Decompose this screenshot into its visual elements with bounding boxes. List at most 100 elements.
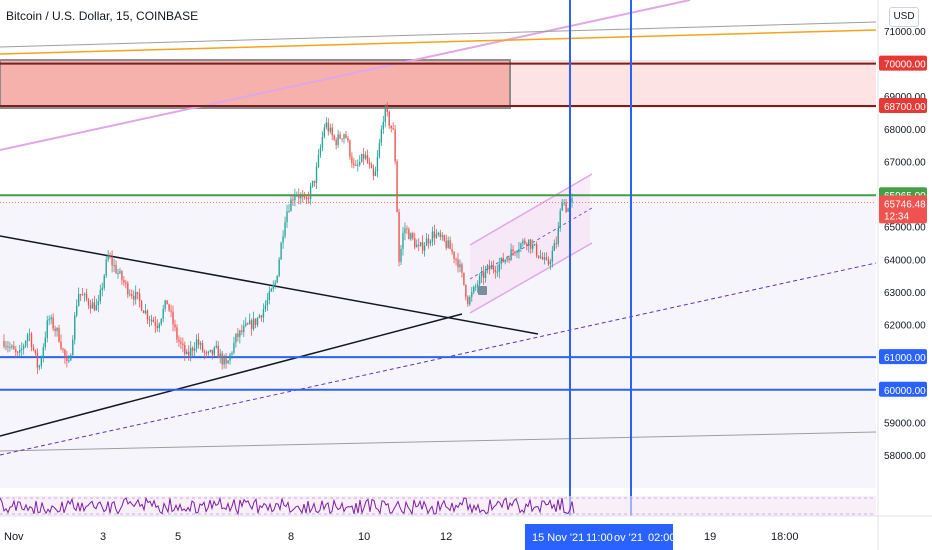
candle-body: [32, 347, 35, 350]
grey-trendline-top: [0, 21, 877, 48]
candle-body: [221, 353, 223, 365]
candle-body: [482, 272, 485, 278]
candle-body: [103, 275, 105, 288]
candle-body: [463, 272, 465, 285]
candle-body: [292, 199, 294, 201]
candle-body: [514, 251, 516, 254]
candle-body: [197, 339, 200, 345]
candle-body: [333, 135, 335, 140]
symbol-title[interactable]: Bitcoin / U.S. Dollar, 15, COINBASE: [6, 9, 199, 23]
candle-body: [195, 339, 198, 349]
candle-body: [213, 347, 215, 355]
candle-body: [191, 347, 194, 351]
candle-body: [66, 357, 68, 362]
candle-body: [95, 305, 98, 311]
candle-body: [510, 249, 512, 261]
candle-body: [77, 293, 80, 306]
candle-body: [537, 255, 540, 258]
candle-body: [152, 319, 155, 323]
candle-body: [394, 129, 396, 162]
candle-body: [233, 342, 235, 353]
candle-body: [22, 345, 25, 349]
last-price-label-bg: [879, 195, 927, 224]
channel-handle: [478, 286, 487, 295]
candle-body: [453, 251, 455, 259]
candle-body: [91, 302, 94, 309]
price-tick-label: 69000.00: [884, 92, 926, 103]
candle-body: [11, 345, 13, 347]
candle-body: [28, 333, 31, 335]
candle-body: [264, 305, 267, 310]
channel-upper: [469, 173, 593, 246]
candle-body: [182, 343, 184, 346]
last-price-value: 65746.48: [884, 199, 926, 210]
candle-body: [121, 271, 123, 281]
candle-body: [343, 134, 345, 139]
candle-body: [123, 280, 125, 283]
candle-body: [335, 139, 337, 146]
candle-body: [417, 244, 420, 246]
candle-body: [93, 302, 96, 311]
candle-body: [492, 265, 495, 270]
currency-button[interactable]: USD: [889, 7, 919, 27]
candle-body: [129, 294, 131, 296]
candle-body: [565, 202, 567, 212]
candle-body: [392, 128, 394, 130]
candle-body: [313, 180, 316, 183]
candle-body: [459, 264, 461, 268]
candle-body: [488, 265, 491, 270]
candle-body: [323, 127, 326, 137]
rsi-line: [0, 496, 575, 516]
candle-body: [282, 236, 284, 243]
candle-body: [319, 147, 322, 156]
candle-body: [533, 244, 536, 246]
candle-body: [262, 309, 265, 318]
candle-body: [555, 243, 557, 245]
candle-body: [366, 155, 369, 163]
time-tick-label: 8: [288, 531, 294, 543]
candle-body: [274, 282, 276, 286]
candle-body: [359, 161, 361, 165]
candle-body: [329, 127, 331, 132]
candle-body: [34, 349, 37, 354]
price-tick-label: 62000.00: [884, 321, 926, 332]
candle-body: [380, 129, 383, 143]
candle-body: [209, 349, 212, 352]
candle-body: [79, 293, 82, 295]
candle-body: [461, 264, 463, 273]
candle-body: [388, 112, 390, 126]
candle-body: [327, 122, 329, 132]
candle-body: [133, 295, 135, 300]
candle-body: [131, 294, 133, 296]
candle-body: [484, 269, 487, 278]
candle-body: [13, 345, 15, 350]
candle-body: [215, 345, 217, 348]
candle-body: [239, 330, 241, 337]
candle-body: [349, 140, 351, 157]
candle-body: [563, 202, 565, 204]
candle-body: [258, 315, 261, 318]
candle-body: [421, 242, 424, 251]
candle-body: [498, 263, 500, 272]
price-tick-label: 67000.00: [884, 157, 926, 168]
price-tick-label: 71000.00: [884, 27, 926, 38]
candle-body: [276, 275, 278, 283]
candle-body: [190, 347, 192, 356]
time-tick-label: 12: [440, 531, 452, 543]
candle-body: [372, 168, 375, 176]
candle-body: [270, 288, 272, 292]
candle-body: [386, 106, 388, 113]
candle-body: [455, 258, 457, 260]
candle-body: [186, 351, 188, 355]
candle-body: [478, 276, 481, 285]
candle-body: [144, 310, 147, 314]
candle-body: [15, 349, 17, 352]
candle-body: [309, 186, 312, 199]
candle-body: [24, 341, 27, 346]
candle-body: [184, 345, 186, 355]
candle-body: [370, 164, 373, 169]
candle-body: [567, 208, 569, 212]
candle-body: [205, 352, 208, 354]
